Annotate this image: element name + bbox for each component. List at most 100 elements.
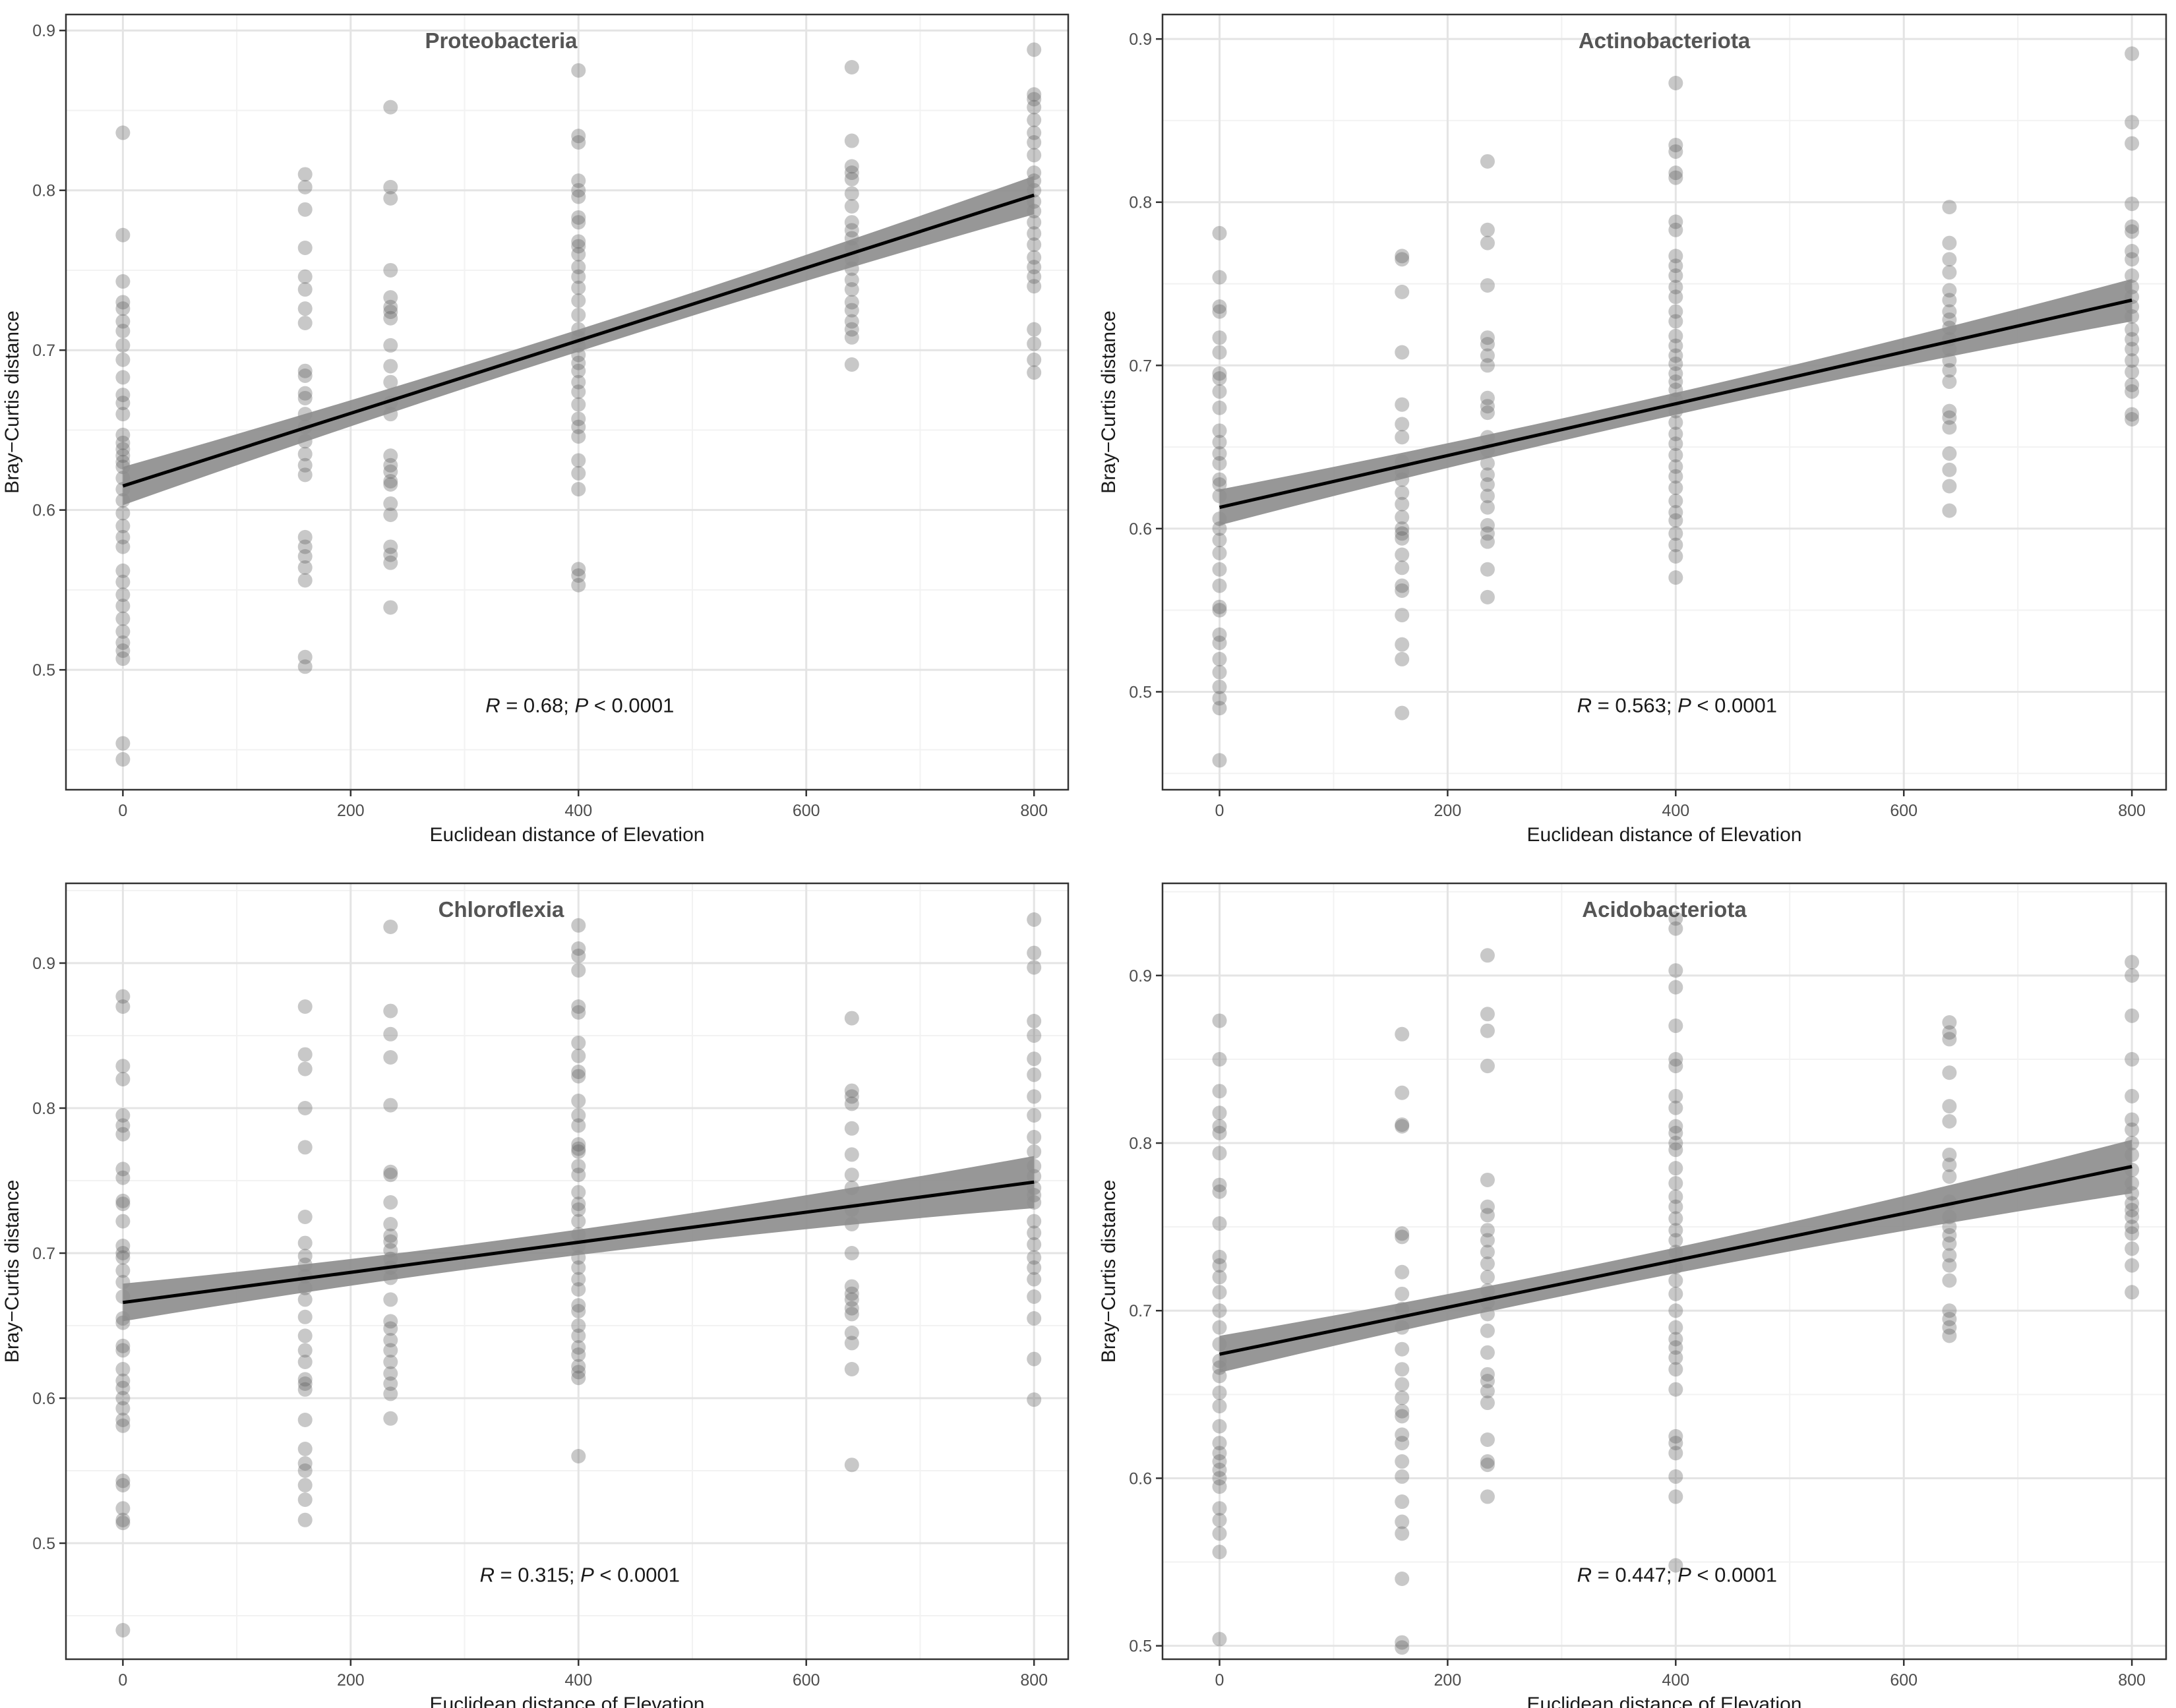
- data-point: [1212, 299, 1227, 314]
- data-point: [844, 1083, 859, 1098]
- data-point: [1212, 1013, 1227, 1028]
- y-tick-label: 0.6: [1129, 520, 1152, 539]
- x-tick-label: 800: [1020, 802, 1048, 820]
- data-point: [115, 1338, 131, 1353]
- data-point: [1395, 1526, 1410, 1541]
- data-point: [1668, 1018, 1683, 1034]
- data-point: [571, 963, 586, 978]
- data-point: [383, 290, 398, 305]
- data-point: [1480, 1345, 1495, 1360]
- data-point: [1027, 1144, 1042, 1159]
- data-point: [1480, 358, 1495, 373]
- data-point: [383, 1234, 398, 1249]
- data-point: [1027, 1392, 1042, 1407]
- data-point: [1942, 304, 1957, 319]
- data-point: [2125, 1122, 2140, 1137]
- data-point: [1395, 547, 1410, 562]
- data-point: [2125, 1220, 2140, 1235]
- data-point: [115, 751, 131, 767]
- y-tick-label: 0.7: [32, 1245, 55, 1263]
- data-point: [844, 1301, 859, 1316]
- data-point: [297, 1047, 313, 1062]
- data-point: [571, 1159, 586, 1173]
- data-point: [383, 464, 398, 479]
- data-point: [115, 388, 131, 403]
- data-point: [571, 1202, 586, 1217]
- data-point: [1027, 1351, 1042, 1367]
- data-point: [1027, 113, 1042, 128]
- data-point: [1212, 1419, 1227, 1434]
- data-point: [1027, 125, 1042, 140]
- data-point: [115, 454, 131, 469]
- data-point: [2125, 224, 2140, 239]
- data-point: [1668, 513, 1683, 528]
- data-point: [383, 477, 398, 492]
- data-point: [115, 611, 131, 626]
- data-point: [2125, 407, 2140, 422]
- data-point: [571, 1137, 586, 1152]
- data-point: [297, 1292, 313, 1307]
- data-point: [1942, 1158, 1957, 1173]
- data-point: [297, 1463, 313, 1478]
- data-point: [571, 429, 586, 444]
- data-point: [1942, 293, 1957, 308]
- data-point: [1942, 265, 1957, 280]
- data-point: [844, 303, 859, 318]
- data-point: [1395, 1362, 1410, 1377]
- data-point: [1395, 284, 1410, 299]
- data-point: [1212, 1513, 1227, 1528]
- data-point: [383, 600, 398, 615]
- data-point: [1027, 1311, 1042, 1326]
- data-point: [1668, 289, 1683, 305]
- data-point: [1395, 417, 1410, 432]
- data-point: [383, 1195, 398, 1210]
- data-point: [297, 659, 313, 674]
- data-point: [383, 1333, 398, 1347]
- data-point: [2125, 955, 2140, 970]
- y-tick-label: 0.8: [1129, 1134, 1152, 1153]
- data-point: [844, 1458, 859, 1473]
- data-point: [115, 643, 131, 659]
- data-point: [571, 397, 586, 412]
- data-point: [571, 374, 586, 390]
- data-point: [844, 159, 859, 174]
- data-point: [1942, 1273, 1957, 1288]
- data-point: [1668, 1303, 1683, 1318]
- data-point: [571, 183, 586, 198]
- data-point: [1212, 1249, 1227, 1264]
- data-point: [1668, 1332, 1683, 1347]
- x-axis-label: Euclidean distance of Elevation: [430, 1693, 705, 1708]
- panel-border: [65, 13, 1070, 791]
- data-point: [297, 457, 313, 473]
- data-point: [1942, 374, 1957, 390]
- data-point: [2125, 1008, 2140, 1023]
- data-point: [1480, 390, 1495, 405]
- data-point: [1212, 1446, 1227, 1461]
- panel-proteobacteria: 0 200 400 600 800 0.5 0.6 0.7 0.8 0.9 Euclidean di…: [1, 13, 1070, 846]
- data-point: [115, 1343, 131, 1358]
- data-point: [2125, 136, 2140, 151]
- data-point: [1027, 1214, 1042, 1229]
- data-point: [1942, 1032, 1957, 1047]
- x-tick-label: 0: [118, 802, 127, 820]
- data-point: [1480, 1223, 1495, 1238]
- data-point: [571, 1094, 586, 1108]
- data-point: [297, 1413, 313, 1427]
- data-point: [1212, 1303, 1227, 1318]
- data-point: [1395, 583, 1410, 598]
- data-point: [1212, 627, 1227, 642]
- data-point: [2125, 1196, 2140, 1211]
- data-point: [1212, 578, 1227, 593]
- data-point: [844, 1292, 859, 1307]
- data-point: [1942, 410, 1957, 425]
- data-point: [115, 563, 131, 578]
- y-tick-label: 0.7: [32, 341, 55, 360]
- data-point: [1668, 280, 1683, 295]
- data-point: [844, 1286, 859, 1301]
- stat-p-value: < 0.0001: [588, 693, 674, 717]
- data-point: [1212, 270, 1227, 285]
- data-point: [844, 1089, 859, 1104]
- stats-annotation: R = 0.563; P < 0.0001: [1577, 693, 1777, 717]
- data-point: [1942, 1258, 1957, 1273]
- data-point: [571, 293, 586, 309]
